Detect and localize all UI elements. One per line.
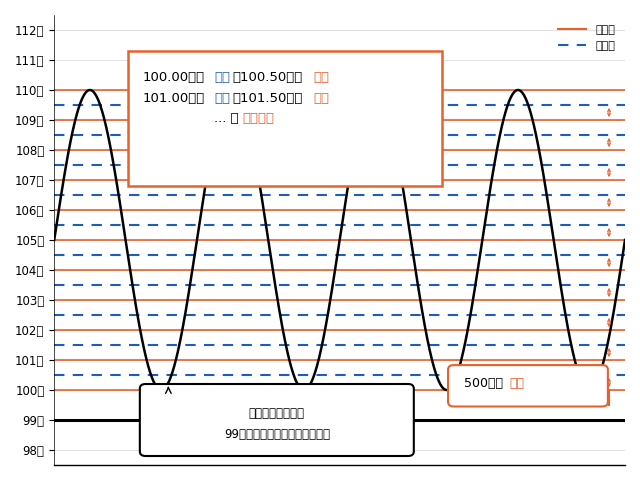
Text: 、100.50円で: 、100.50円で xyxy=(232,71,303,84)
Text: 買い: 買い xyxy=(214,71,230,84)
Text: ... を: ... を xyxy=(214,112,239,125)
Text: 101.00円で: 101.00円で xyxy=(143,92,205,105)
FancyBboxPatch shape xyxy=(448,365,608,407)
Text: 買い: 買い xyxy=(214,92,230,105)
FancyBboxPatch shape xyxy=(140,384,414,456)
FancyBboxPatch shape xyxy=(129,51,442,186)
Text: 利益: 利益 xyxy=(509,377,524,390)
Text: 繰り返す: 繰り返す xyxy=(243,112,275,125)
Text: 、101.50円で: 、101.50円で xyxy=(233,92,303,105)
Text: 500円の: 500円の xyxy=(464,377,503,390)
Text: ストップロス価格: ストップロス価格 xyxy=(249,407,305,420)
Text: 99円まで下落したら損切りする: 99円まで下落したら損切りする xyxy=(224,428,330,441)
Legend: 買新規, 売決済: 買新規, 売決済 xyxy=(554,21,620,55)
Text: 売る: 売る xyxy=(314,92,330,105)
Text: 売る: 売る xyxy=(314,71,330,84)
Text: 100.00円で: 100.00円で xyxy=(143,71,205,84)
